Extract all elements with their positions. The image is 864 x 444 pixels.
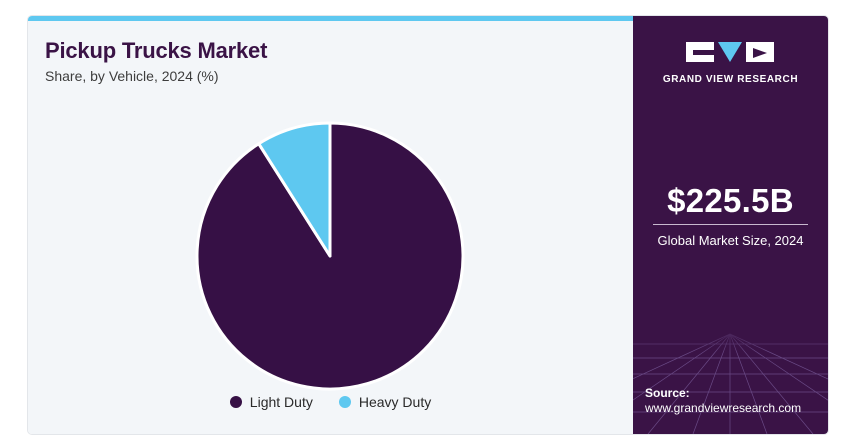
brand-name: GRAND VIEW RESEARCH xyxy=(662,74,799,85)
summary-panel: GRAND VIEW RESEARCH $225.5B Global Marke… xyxy=(633,16,828,434)
chart-subtitle: Share, by Vehicle, 2024 (%) xyxy=(45,68,219,84)
pie-slice-heavy-duty xyxy=(257,121,332,258)
grid-floor-decoration xyxy=(633,324,828,434)
gvr-logo-icon xyxy=(686,42,774,62)
chart-panel: Pickup Trucks Market Share, by Vehicle, … xyxy=(28,16,633,434)
infographic-card: Pickup Trucks Market Share, by Vehicle, … xyxy=(28,16,828,434)
market-size-label: Global Market Size, 2024 xyxy=(657,233,804,248)
source-note: Source: www.grandviewresearch.com xyxy=(645,386,801,416)
pie-chart xyxy=(195,121,465,391)
market-size-value: $225.5B xyxy=(667,182,794,219)
legend-item-light-duty: Light Duty xyxy=(229,392,313,412)
accent-bar xyxy=(28,16,633,21)
legend-label-heavy-duty: Heavy Duty xyxy=(358,394,432,410)
chart-title: Pickup Trucks Market xyxy=(45,38,268,63)
legend-swatch-heavy-duty xyxy=(338,396,351,408)
stat-divider xyxy=(653,224,808,225)
legend-swatch-light-duty xyxy=(229,396,242,408)
legend-item-heavy-duty: Heavy Duty xyxy=(338,392,432,412)
source-label: Source: xyxy=(645,386,690,400)
chart-legend: Light Duty Heavy Duty xyxy=(28,392,633,412)
legend-label-light-duty: Light Duty xyxy=(249,394,313,410)
source-url: www.grandviewresearch.com xyxy=(645,401,802,415)
